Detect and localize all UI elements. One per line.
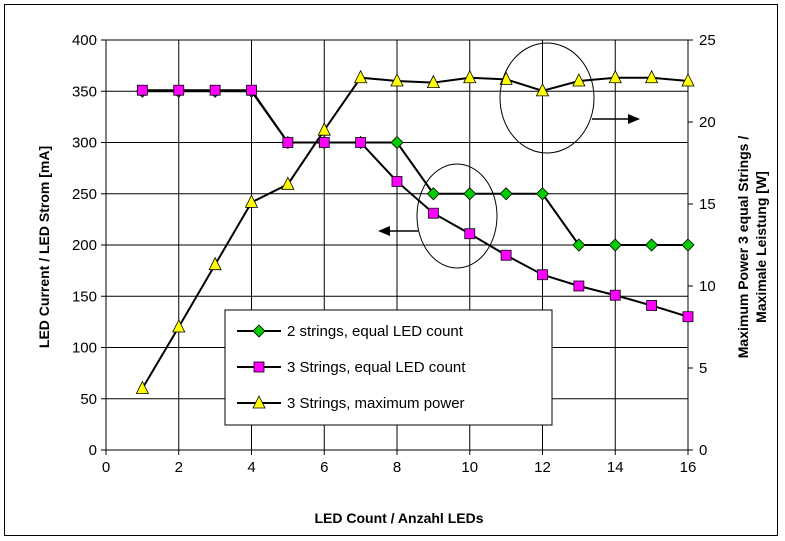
- y-axis-label: LED Current / LED Strom [mA]: [36, 146, 52, 348]
- y2-tick-label: 25: [699, 32, 716, 49]
- x-tick-label: 4: [247, 459, 255, 476]
- series-line: [142, 90, 688, 317]
- y2-tick-label: 15: [699, 196, 716, 213]
- x-tick-label: 14: [607, 459, 624, 476]
- data-point: [137, 85, 147, 95]
- data-point: [247, 85, 257, 95]
- legend-marker: [254, 362, 264, 372]
- x-tick-label: 0: [102, 459, 110, 476]
- series-2: [137, 85, 693, 322]
- data-point: [173, 320, 185, 332]
- data-point: [392, 176, 402, 186]
- series-1: [136, 85, 694, 251]
- data-point: [356, 138, 366, 148]
- data-point: [538, 270, 548, 280]
- x-axis-label: LED Count / Anzahl LEDs: [314, 510, 483, 526]
- data-point: [209, 258, 221, 270]
- data-point: [428, 208, 438, 218]
- data-point: [210, 85, 220, 95]
- x-tick-label: 16: [680, 459, 697, 476]
- x-tick-label: 8: [393, 459, 401, 476]
- data-point: [646, 239, 658, 251]
- legend: 2 strings, equal LED count 3 Strings, equ…: [225, 310, 552, 425]
- annotation-arrow-right-head: [628, 114, 640, 124]
- annotations-layer: [378, 43, 640, 268]
- y-tick-label: 0: [89, 442, 97, 459]
- y2-tick-label: 0: [699, 442, 707, 459]
- x-tick-label: 2: [175, 459, 183, 476]
- data-point: [682, 239, 694, 251]
- data-point: [610, 290, 620, 300]
- x-tick-label: 10: [461, 459, 478, 476]
- data-point: [319, 138, 329, 148]
- data-point: [464, 71, 476, 83]
- data-point: [683, 312, 693, 322]
- y-tick-label: 50: [80, 391, 97, 408]
- y-tick-label: 100: [72, 340, 97, 357]
- data-point: [283, 138, 293, 148]
- legend-label: 2 strings, equal LED count: [287, 323, 464, 340]
- legend-label: 3 Strings, equal LED count: [287, 359, 466, 376]
- y-tick-label: 400: [72, 32, 97, 49]
- data-point: [465, 229, 475, 239]
- data-point: [501, 250, 511, 260]
- annotation-ellipse-right: [500, 43, 594, 153]
- x-tick-label: 12: [534, 459, 551, 476]
- y-tick-label: 300: [72, 135, 97, 152]
- series-line: [142, 91, 688, 245]
- y-tick-label: 200: [72, 237, 97, 254]
- y-axis-ticks: 0 50 100 150 200 250 300 350 400: [72, 32, 106, 459]
- y2-tick-label: 20: [699, 114, 716, 131]
- annotation-arrow-left-head: [378, 226, 390, 236]
- data-point: [174, 85, 184, 95]
- x-tick-label: 6: [320, 459, 328, 476]
- y2-axis-label-line1: Maximum Power 3 equal Strings /: [735, 136, 751, 359]
- data-point: [355, 71, 367, 83]
- legend-label: 3 Strings, maximum power: [287, 395, 465, 412]
- y-tick-label: 250: [72, 186, 97, 203]
- y-tick-label: 350: [72, 83, 97, 100]
- data-point: [647, 300, 657, 310]
- y-tick-label: 150: [72, 288, 97, 305]
- y2-tick-label: 5: [699, 360, 707, 377]
- y2-axis-label-line2: Maximale Leistung [W]: [753, 171, 769, 323]
- y2-tick-label: 10: [699, 278, 716, 295]
- data-point: [609, 239, 621, 251]
- data-point: [464, 188, 476, 200]
- data-point: [500, 188, 512, 200]
- data-point: [574, 281, 584, 291]
- x-axis-ticks: 0 2 4 6 8 10 12 14 16: [102, 450, 697, 476]
